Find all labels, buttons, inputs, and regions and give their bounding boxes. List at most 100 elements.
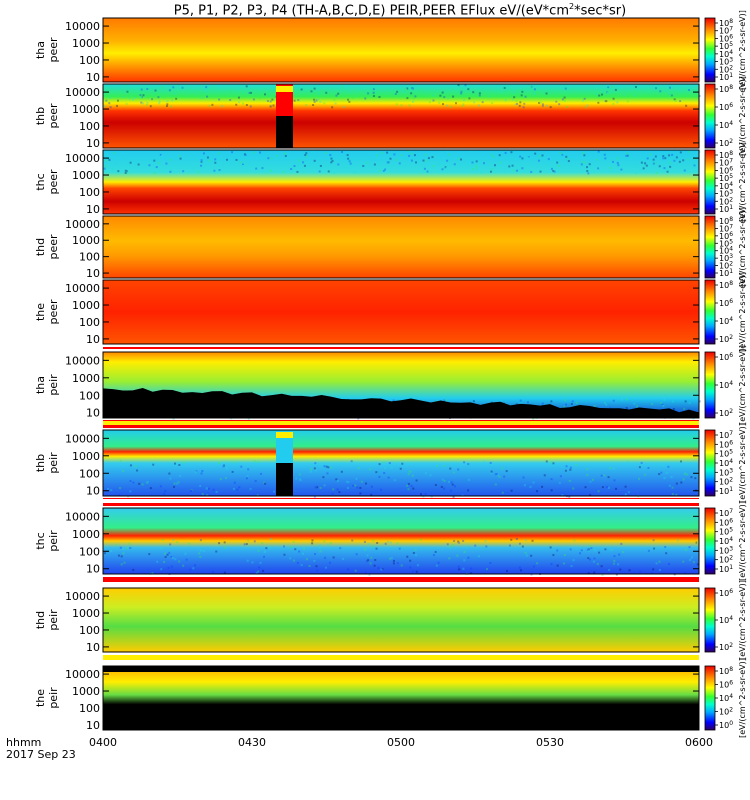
y-tick-label: 10: [86, 267, 100, 280]
y-tick-label: 10: [86, 563, 100, 576]
y-tick-label: 10000: [65, 668, 100, 681]
panel-species-label: peer: [47, 103, 60, 129]
y-tick-label: 10000: [65, 590, 100, 603]
colorbar-tick-label: 105: [719, 41, 733, 51]
colorbar-tick-label: 107: [719, 223, 733, 233]
panel-probe-label: thb: [34, 107, 47, 125]
y-tick-label: 1000: [72, 685, 100, 698]
spectrogram-noise: [103, 84, 701, 109]
y-tick-label: 100: [79, 120, 100, 133]
colorbar-tick-label: 104: [719, 615, 733, 625]
panel-probe-label: thc: [34, 532, 47, 549]
y-tick-label: 10000: [65, 20, 100, 33]
x-axis-unit-label: hhmm: [6, 736, 41, 749]
y-tick-label: 10000: [65, 218, 100, 231]
panel-species-label: peir: [47, 530, 60, 552]
y-axis: 10000 1000 100 10: [65, 590, 699, 654]
colorbar-tick-label: 102: [719, 138, 733, 148]
colorbar-tick-label: 104: [719, 49, 733, 59]
y-tick-label: 100: [79, 624, 100, 637]
colorbar-label: [eV/(cm^2-s-sr-eV)]: [738, 423, 747, 503]
panel-probe-label: thc: [34, 173, 47, 190]
y-tick-label: 1000: [72, 234, 100, 247]
colorbar-tick-label: 108: [719, 150, 733, 160]
y-tick-label: 100: [79, 702, 100, 715]
panel-gap-band: [103, 577, 699, 582]
colorbar-tick-label: 106: [719, 165, 733, 175]
colorbar-tick-label: 106: [719, 102, 733, 112]
colorbar-label: [eV/(cm^2-s-sr-eV)]: [738, 345, 747, 425]
panel-gap-band: [103, 347, 699, 349]
colorbar-tick-label: 103: [719, 189, 733, 199]
y-tick-label: 100: [79, 251, 100, 264]
panel-probe-label: the: [34, 303, 47, 321]
panel-frame: [102, 215, 700, 279]
spectrogram-panel-tha-peir: 10000 1000 100 10 tha peir 106 104 102 [eV/(cm^2-…: [34, 345, 747, 425]
colorbar-tick-label: 108: [719, 84, 733, 94]
colorbar-tick-label: 105: [719, 173, 733, 183]
y-tick-label: 1000: [72, 299, 100, 312]
panel-probe-label: tha: [34, 376, 47, 394]
x-axis-date-label: 2017 Sep 23: [6, 748, 76, 761]
panel-probe-label: the: [34, 689, 47, 707]
colorbar-tick-label: 107: [719, 508, 733, 518]
colorbar-tick-label: 102: [719, 555, 733, 565]
colorbar-tick-label: 104: [719, 380, 733, 390]
y-axis: 10000 1000 100 10: [65, 668, 699, 732]
data-gap-column-top: [276, 86, 293, 92]
colorbar-tick-label: 102: [719, 334, 733, 344]
y-tick-label: 10: [86, 137, 100, 150]
colorbar-tick-label: 106: [719, 33, 733, 43]
y-axis: 10000 1000 100 10: [65, 86, 699, 150]
colorbar-tick-label: 106: [719, 231, 733, 241]
y-tick-label: 100: [79, 186, 100, 199]
x-tick-label: 0400: [89, 736, 117, 749]
colorbar-tick-label: 104: [719, 458, 733, 468]
colorbar-tick-label: 104: [719, 693, 733, 703]
colorbar-label: [eV/(cm^2-s-sr-eV)]: [738, 501, 747, 581]
colorbar-tick-label: 107: [719, 430, 733, 440]
y-tick-label: 100: [79, 389, 100, 402]
y-axis: 10000 1000 100 10: [65, 20, 699, 84]
colorbar-label: [eV/(cm^2-s-sr-eV)]: [738, 76, 747, 156]
colorbar-tick-label: 102: [719, 196, 733, 206]
y-tick-label: 10000: [65, 510, 100, 523]
y-tick-label: 100: [79, 545, 100, 558]
colorbar-tick-label: 101: [719, 268, 733, 278]
panel-gap-band: [103, 499, 699, 503]
colorbar-tick-label: 102: [719, 477, 733, 487]
y-tick-label: 10: [86, 333, 100, 346]
spectrogram-image: [103, 150, 699, 214]
colorbar: 108 106 104 102 [eV/(cm^2-s-sr-eV)]: [704, 272, 747, 352]
data-gap-column-top: [276, 432, 293, 438]
colorbar: 108 106 104 102 100 [eV/(cm^2-s-sr-eV)]: [704, 658, 747, 738]
colorbar-tick-label: 102: [719, 408, 733, 418]
spectrogram-image: [103, 666, 699, 730]
y-axis: 10000 1000 100 10: [65, 354, 699, 420]
colorbar-gradient: [704, 17, 716, 83]
colorbar-label: [eV/(cm^2-s-sr-eV)]: [738, 142, 747, 222]
y-axis: 10000 1000 100 10: [65, 282, 699, 346]
spectrogram-panel-the-peir: 10000 1000 100 10 the peir 108 106 104 102 100 [eV/…: [34, 658, 747, 738]
y-tick-label: 10000: [65, 432, 100, 445]
panel-species-label: peir: [47, 687, 60, 709]
colorbar-tick-label: 103: [719, 545, 733, 555]
colorbar-tick-label: 107: [719, 158, 733, 168]
spectrogram-image: [103, 430, 699, 496]
panel-species-label: peer: [47, 234, 60, 260]
panel-frame: [102, 507, 700, 575]
spectrogram-panel-thd-peir: 10000 1000 100 10 thd peir 106 104 102 [eV/(cm^2-…: [34, 580, 747, 660]
spectrogram-panel-thb-peer: 10000 1000 100 10 thb peer 108 106 104 102 [eV/(cm…: [34, 76, 747, 156]
panel-species-label: peir: [47, 374, 60, 396]
panel-frame: [102, 351, 700, 419]
spectrogram-image: [103, 18, 699, 82]
y-tick-label: 10: [86, 485, 100, 498]
colorbar-tick-label: 108: [719, 280, 733, 290]
colorbar-label: [eV/(cm^2-s-sr-eV)]: [738, 580, 747, 660]
